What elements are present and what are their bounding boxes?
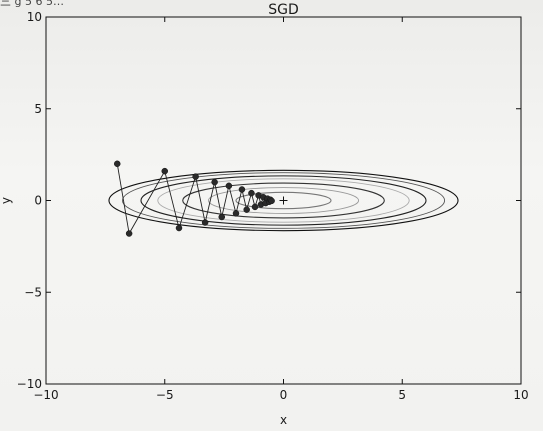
y-tick-label: 10 [27, 10, 42, 24]
header-fragment: 三 g 5 6 5… [0, 0, 64, 8]
sgd-point [175, 224, 183, 232]
contour-line [235, 191, 332, 210]
y-tick-label: 0 [34, 194, 42, 208]
sgd-point [192, 173, 199, 180]
sgd-point [161, 167, 168, 175]
sgd-point [114, 160, 121, 168]
tick-labels: −10 −5 0 5 10 −10 −5 0 5 10 [17, 10, 529, 402]
contour-line [207, 187, 360, 214]
sgd-point [251, 203, 259, 211]
sgd-point [238, 186, 246, 193]
sgd-point [225, 182, 233, 190]
sgd-point [125, 230, 133, 237]
chart-title: SGD [268, 2, 299, 18]
y-tick-label: 5 [34, 102, 42, 116]
sgd-point [268, 197, 275, 205]
x-tick-label: 10 [513, 388, 528, 402]
sgd-point [218, 213, 225, 221]
contour-layer [108, 169, 459, 232]
sgd-point [211, 178, 218, 186]
sgd-point [243, 206, 250, 213]
sgd-point [232, 210, 240, 217]
x-tick-label: 0 [280, 388, 288, 402]
sgd-point [201, 219, 209, 226]
contour-line [108, 169, 459, 232]
y-tick-label: −5 [24, 285, 42, 299]
x-tick-label: −10 [33, 388, 58, 402]
contour-line [140, 175, 427, 226]
contour-line [157, 178, 410, 223]
x-axis-title: x [280, 413, 287, 427]
contour-line [121, 172, 446, 229]
optimization-path [114, 160, 275, 237]
y-tick-label: −10 [17, 377, 42, 391]
minimum-marker [279, 196, 288, 205]
x-tick-label: −5 [156, 388, 174, 402]
y-axis-title: y [0, 197, 13, 204]
axis-ticks [45, 16, 522, 385]
x-tick-label: 5 [398, 388, 406, 402]
contour-line [182, 182, 385, 219]
sgd-point [248, 189, 255, 197]
